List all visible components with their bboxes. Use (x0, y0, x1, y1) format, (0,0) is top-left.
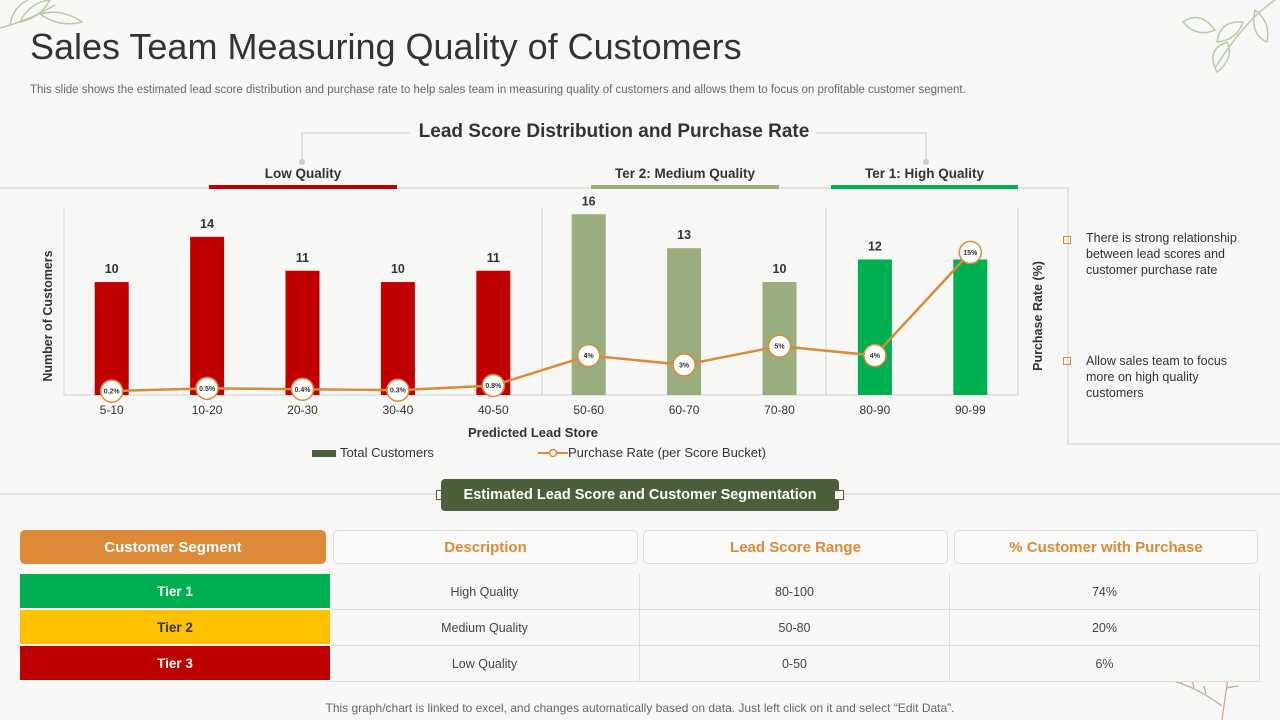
x-tick-label: 80-90 (860, 403, 891, 417)
note-bullet-icon (1063, 236, 1071, 244)
x-tick-label: 70-80 (764, 403, 795, 417)
low-quality-label: Low Quality (264, 166, 342, 181)
purchase-rate-line (111, 251, 972, 393)
purchase-rate-marker (99, 379, 124, 403)
pct-cell: 20% (950, 610, 1260, 646)
page-subtitle: This slide shows the estimated lead scor… (30, 84, 966, 96)
bar-value-label: 12 (868, 239, 882, 253)
purchase-rate-marker (767, 334, 792, 358)
tier2-cell: Tier 2 (20, 610, 330, 644)
legend-line-swatch (538, 448, 568, 458)
purchase-rate-marker (386, 378, 410, 402)
bar-value-label: 10 (773, 262, 787, 276)
bar-20-30 (285, 270, 320, 395)
bar-value-label: 14 (200, 217, 214, 231)
low-quality-bar (209, 185, 397, 189)
footer-note: This graph/chart is linked to excel, and… (325, 701, 955, 715)
leaf-decoration-top-left (0, 0, 84, 29)
bar-30-40 (380, 282, 415, 395)
purchase-rate-label: 0.4% (295, 387, 312, 394)
purchase-rate-marker (672, 353, 696, 377)
bar-10-20 (190, 236, 225, 395)
table-row: Tier 3 Low Quality 0-50 6% (20, 646, 1260, 682)
x-axis-label: Predicted Lead Store (468, 425, 598, 440)
x-tick-label: 50-60 (573, 403, 604, 417)
bar-80-90 (857, 259, 892, 395)
range-cell: 80-100 (640, 574, 950, 610)
x-tick-label: 60-70 (669, 403, 700, 417)
range-cell: 50-80 (640, 610, 950, 646)
table-row: Tier 1 High Quality 80-100 74% (20, 574, 1260, 610)
bar-value-label: 10 (105, 262, 119, 276)
purchase-rate-label: 3% (679, 362, 690, 369)
bar-value-label: 16 (582, 194, 596, 208)
segmentation-title: Estimated Lead Score and Customer Segmen… (441, 479, 839, 511)
bar-value-label: 11 (296, 251, 309, 265)
purchase-rate-label: 5% (774, 344, 785, 351)
purchase-rate-marker (481, 373, 506, 398)
description-cell: Medium Quality (330, 610, 640, 646)
y-axis-label: Number of Customers (41, 250, 55, 381)
legend-purchase-rate: Purchase Rate (per Score Bucket) (568, 445, 766, 460)
purchase-rate-label: 4% (870, 353, 881, 360)
purchase-rate-label: 0.2% (104, 389, 121, 396)
purchase-rate-marker (290, 377, 315, 402)
legend-bar-swatch (312, 450, 336, 457)
high-quality-bar (831, 185, 1018, 189)
medium-quality-bar (591, 185, 779, 189)
purchase-rate-marker (576, 343, 601, 368)
bar-5-10 (94, 282, 129, 395)
note-bullet-icon (1063, 357, 1071, 365)
x-tick-label: 5-10 (100, 403, 124, 417)
bar-value-label: 13 (677, 228, 691, 242)
bar-value-label: 11 (487, 251, 500, 265)
tier1-cell: Tier 1 (20, 574, 330, 608)
x-tick-label: 90-99 (955, 403, 986, 417)
page-title: Sales Team Measuring Quality of Customer… (30, 26, 742, 67)
leaf-decoration-top-right (1181, 0, 1276, 74)
legend-total-customers: Total Customers (340, 445, 434, 460)
purchase-rate-marker (863, 343, 887, 368)
tier3-cell: Tier 3 (20, 646, 330, 680)
header-pct-purchase: % Customer with Purchase (954, 530, 1258, 564)
y2-axis-label: Purchase Rate (%) (1031, 261, 1045, 371)
bar-value-label: 10 (391, 262, 405, 276)
note-2: Allow sales team to focus more on high q… (1086, 354, 1228, 400)
pct-cell: 74% (950, 574, 1260, 610)
purchase-rate-marker (195, 376, 219, 401)
x-tick-label: 10-20 (192, 403, 223, 417)
high-quality-label: Ter 1: High Quality (864, 166, 984, 181)
purchase-rate-label: 0.3% (390, 388, 407, 395)
x-tick-label: 40-50 (478, 403, 509, 417)
description-cell: Low Quality (330, 646, 640, 682)
purchase-rate-label: 15% (963, 250, 978, 257)
header-lead-score-range: Lead Score Range (643, 530, 948, 564)
header-description: Description (333, 530, 638, 564)
medium-quality-label: Ter 2: Medium Quality (614, 166, 756, 181)
range-cell: 0-50 (640, 646, 950, 682)
x-tick-label: 20-30 (287, 403, 318, 417)
chart-title: Lead Score Distribution and Purchase Rat… (418, 121, 810, 142)
purchase-rate-marker (958, 240, 983, 265)
purchase-rate-label: 0.8% (485, 383, 502, 390)
note-1: There is strong relationship between lea… (1086, 231, 1237, 277)
bar-90-99 (953, 259, 988, 395)
pct-cell: 6% (950, 646, 1260, 682)
description-cell: High Quality (330, 574, 640, 610)
bar-50-60 (571, 214, 606, 395)
x-tick-label: 30-40 (383, 403, 414, 417)
header-customer-segment: Customer Segment (20, 530, 326, 564)
table-row: Tier 2 Medium Quality 50-80 20% (20, 610, 1260, 646)
purchase-rate-label: 4% (584, 353, 595, 360)
purchase-rate-label: 0.5% (199, 386, 216, 393)
seg-title-knob-right (834, 490, 844, 500)
